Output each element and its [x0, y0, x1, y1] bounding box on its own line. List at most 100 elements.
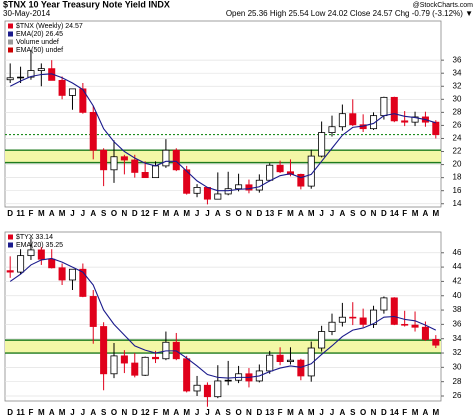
candle-body [58, 267, 66, 281]
x-tick-label: M [308, 209, 315, 218]
x-tick-label: A [90, 209, 96, 218]
x-tick-label: 14 [390, 209, 399, 218]
y-tick-label: 46 [453, 248, 462, 257]
candle-body [68, 88, 76, 96]
x-tick-label: 11 [16, 209, 25, 218]
x-tick-label: M [163, 209, 170, 218]
x-tick-label: M [38, 209, 45, 218]
candle-body [349, 113, 357, 126]
x-tick-label: O [360, 209, 366, 218]
candle-body [338, 316, 346, 323]
y-tick-label: 22 [453, 147, 462, 156]
y-tick-label: 18 [453, 173, 462, 182]
x-tick-label: S [350, 408, 356, 417]
x-tick-label: O [235, 209, 241, 218]
candle-body [245, 184, 253, 191]
x-tick-label: M [59, 408, 66, 417]
candle-body [152, 165, 160, 179]
x-tick-label: F [153, 408, 158, 417]
x-tick-label: 13 [265, 209, 274, 218]
candle-body [328, 321, 336, 332]
x-tick-label: N [371, 408, 377, 417]
x-tick-label: J [319, 209, 323, 218]
y-tick-label: 40 [453, 291, 462, 300]
x-tick-label: A [339, 209, 345, 218]
candle-body [162, 149, 170, 167]
x-tick-label: 12 [141, 209, 150, 218]
candle-body [48, 258, 56, 269]
y-tick-label: 16 [453, 186, 462, 195]
y-tick-label: 20 [453, 160, 462, 169]
candle-body [203, 187, 211, 200]
x-tick-label: J [205, 408, 209, 417]
chart-title: $TNX 10 Year Treasury Note Yield INDX [3, 0, 170, 9]
x-tick-label: A [298, 209, 304, 218]
candle-body [110, 156, 118, 171]
candle-body [120, 355, 128, 364]
x-tick-label: A [423, 209, 429, 218]
x-tick-label: S [226, 209, 232, 218]
candle-body [401, 323, 409, 326]
y-tick-label: 24 [453, 134, 462, 143]
x-tick-label: F [278, 209, 283, 218]
legend-label: EMA(20) 26.45 [16, 31, 63, 38]
candle-body [235, 184, 243, 190]
legend-swatch [8, 47, 13, 53]
x-tick-label: D [381, 408, 387, 417]
x-tick-label: A [173, 408, 179, 417]
x-tick-label: N [371, 209, 377, 218]
y-tick-label: 44 [453, 262, 462, 271]
x-tick-label: N [246, 408, 252, 417]
candle-body [79, 88, 87, 113]
x-tick-label: A [49, 408, 55, 417]
legend-label: EMA(20) 35.25 [16, 242, 63, 249]
candle-body [110, 355, 118, 375]
candle-body [68, 268, 76, 281]
y-tick-label: 34 [453, 334, 462, 343]
x-tick-label: A [90, 408, 96, 417]
candle-body [286, 359, 294, 363]
candle-body [100, 149, 108, 171]
x-tick-label: J [330, 209, 334, 218]
candle-body [318, 331, 326, 349]
x-tick-label: F [402, 408, 407, 417]
candle-body [401, 120, 409, 123]
candle-body [152, 356, 160, 360]
candle-body [193, 384, 201, 392]
legend-swatch [8, 234, 13, 240]
x-tick-label: A [423, 408, 429, 417]
x-tick-label: M [59, 209, 66, 218]
x-tick-label: M [308, 408, 315, 417]
x-tick-label: O [111, 209, 117, 218]
candle-body [100, 326, 108, 375]
candle-body [58, 79, 66, 96]
candle-body [276, 164, 284, 173]
candle-body [131, 362, 139, 376]
candle-body [411, 116, 419, 123]
candle-body [183, 358, 191, 392]
x-tick-label: M [163, 408, 170, 417]
candle-body [172, 149, 180, 171]
zone-band [5, 340, 441, 354]
plot-frame [4, 231, 442, 402]
x-tick-label: D [132, 209, 138, 218]
candle-body [338, 113, 346, 128]
x-tick-label: M [183, 209, 190, 218]
x-tick-label: O [235, 408, 241, 417]
x-tick-label: A [215, 408, 221, 417]
y-tick-label: 28 [453, 377, 462, 386]
legend-swatch [8, 242, 13, 248]
candle-body [27, 249, 35, 257]
x-tick-label: D [256, 209, 262, 218]
y-tick-label: 36 [453, 319, 462, 328]
x-tick-label: M [183, 408, 190, 417]
y-tick-label: 26 [453, 391, 462, 400]
legend-label: $TNX (Weekly) 24.57 [16, 23, 83, 30]
candle-body [203, 384, 211, 398]
candle-body [141, 172, 149, 179]
x-tick-label: M [287, 408, 294, 417]
legend-swatch [8, 39, 13, 45]
candle-body [131, 159, 139, 173]
legend-swatch [8, 31, 13, 37]
credit: @StockCharts.com [413, 2, 474, 9]
